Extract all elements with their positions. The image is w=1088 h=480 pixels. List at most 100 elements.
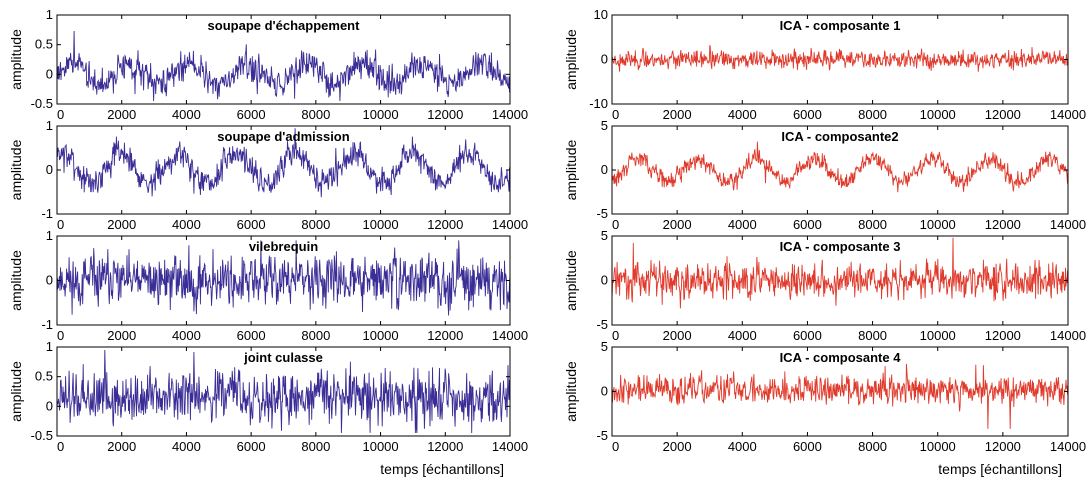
x-tick-label: 2000 (107, 107, 136, 122)
x-tick-label: 6000 (793, 328, 822, 343)
x-tick-label: 12000 (985, 328, 1021, 343)
y-tick-label: -10 (589, 96, 608, 111)
y-tick-label: -1 (41, 206, 53, 221)
y-tick-label: 0 (46, 162, 53, 177)
chart-title: ICA - composante 4 (780, 350, 902, 365)
x-tick-label: 0 (612, 217, 619, 232)
x-tick-label: 4000 (172, 439, 201, 454)
x-tick-label: 14000 (492, 328, 528, 343)
x-tick-label: 12000 (427, 328, 463, 343)
x-tick-label: 2000 (663, 217, 692, 232)
y-tick-label: 5 (601, 339, 608, 354)
chart-panel-2: 0 2000 4000 6000 8000 10000 12000 14000 -1 0 1 ampl… (8, 118, 528, 232)
x-tick-label: 14000 (1050, 107, 1086, 122)
x-tick-label: 12000 (427, 439, 463, 454)
x-tick-label: 8000 (858, 439, 887, 454)
y-axis-label: amplitude (563, 29, 579, 90)
y-tick-label: 0 (46, 66, 53, 81)
x-tick-label: 6000 (793, 439, 822, 454)
plot-frame (56, 14, 511, 105)
x-tick-label: 4000 (728, 217, 757, 232)
x-tick-label: 14000 (1050, 328, 1086, 343)
series-line (57, 240, 510, 316)
x-tick-label: 4000 (728, 439, 757, 454)
x-tick-label: 0 (57, 217, 64, 232)
y-tick-label: 1 (46, 118, 53, 133)
x-tick-label: 2000 (107, 439, 136, 454)
y-tick-label: 0 (601, 162, 608, 177)
x-tick-label: 14000 (1050, 217, 1086, 232)
y-tick-label: 5 (601, 118, 608, 133)
chart-panel-1: 0 2000 4000 6000 8000 10000 12000 14000 -0.5 0 0.5… (8, 7, 528, 122)
x-tick-label: 4000 (172, 328, 201, 343)
x-tick-label: 10000 (920, 107, 956, 122)
x-tick-label: 0 (57, 439, 64, 454)
x-tick-label: 4000 (172, 107, 201, 122)
x-tick-label: 6000 (237, 328, 266, 343)
x-tick-label: 12000 (427, 217, 463, 232)
x-tick-label: 0 (57, 328, 64, 343)
x-axis-label: temps [échantillons] (938, 461, 1062, 477)
x-tick-label: 10000 (362, 328, 398, 343)
y-tick-label: 10 (594, 7, 608, 22)
y-tick-label: -5 (596, 206, 608, 221)
y-axis-label: amplitude (563, 250, 579, 311)
x-tick-label: 2000 (663, 328, 692, 343)
x-tick-label: 8000 (858, 107, 887, 122)
x-tick-label: 12000 (985, 439, 1021, 454)
x-tick-label: 2000 (107, 328, 136, 343)
x-tick-label: 4000 (728, 328, 757, 343)
x-tick-label: 14000 (492, 217, 528, 232)
series-line (612, 141, 1068, 193)
y-tick-label: 0.5 (35, 37, 53, 52)
series-line (612, 44, 1068, 72)
chart-title: ICA - composante 3 (780, 239, 901, 254)
y-tick-label: 0 (601, 384, 608, 399)
x-tick-label: 8000 (858, 217, 887, 232)
chart-title: joint culasse (243, 350, 323, 365)
y-tick-label: -5 (596, 317, 608, 332)
plot-frame (56, 346, 511, 437)
y-axis-label: amplitude (8, 361, 24, 422)
y-tick-label: 0 (46, 398, 53, 413)
y-axis-label: amplitude (8, 139, 24, 200)
x-tick-label: 0 (612, 439, 619, 454)
y-tick-label: 5 (601, 228, 608, 243)
series-line (612, 237, 1068, 309)
chart-title: vilebrequin (249, 239, 318, 254)
x-tick-label: 6000 (793, 107, 822, 122)
x-tick-label: 10000 (920, 217, 956, 232)
y-tick-label: 1 (46, 339, 53, 354)
x-tick-label: 0 (612, 107, 619, 122)
y-axis-label: amplitude (563, 139, 579, 200)
x-tick-label: 2000 (663, 107, 692, 122)
y-tick-label: 0 (601, 52, 608, 67)
y-tick-label: 1 (46, 7, 53, 22)
x-tick-label: 8000 (301, 107, 330, 122)
y-axis-label: amplitude (563, 361, 579, 422)
x-tick-label: 10000 (362, 439, 398, 454)
x-tick-label: 10000 (362, 217, 398, 232)
x-tick-label: 14000 (492, 107, 528, 122)
y-axis-label: amplitude (8, 29, 24, 90)
x-tick-label: 8000 (301, 217, 330, 232)
chart-panel-7: 0 2000 4000 6000 8000 10000 12000 14000 -5 0 5 ampl… (563, 228, 1086, 343)
series-line (57, 128, 510, 198)
x-tick-label: 14000 (1050, 439, 1086, 454)
x-tick-label: 6000 (237, 107, 266, 122)
y-tick-label: 0 (601, 273, 608, 288)
x-tick-label: 12000 (985, 217, 1021, 232)
x-tick-label: 0 (57, 107, 64, 122)
series-line (57, 349, 510, 434)
chart-title: ICA - composante 1 (780, 18, 901, 33)
x-tick-label: 6000 (793, 217, 822, 232)
x-tick-label: 12000 (985, 107, 1021, 122)
x-tick-label: 0 (612, 328, 619, 343)
y-tick-label: 1 (46, 228, 53, 243)
x-tick-label: 8000 (301, 328, 330, 343)
chart-panel-8: 0 2000 4000 6000 8000 10000 12000 14000 -5 0 5 ampl… (563, 339, 1086, 477)
y-axis-label: amplitude (8, 250, 24, 311)
series-line (57, 30, 510, 102)
chart-panel-4: 0 2000 4000 6000 8000 10000 12000 14000 -0.5 0 0.5… (8, 339, 528, 477)
